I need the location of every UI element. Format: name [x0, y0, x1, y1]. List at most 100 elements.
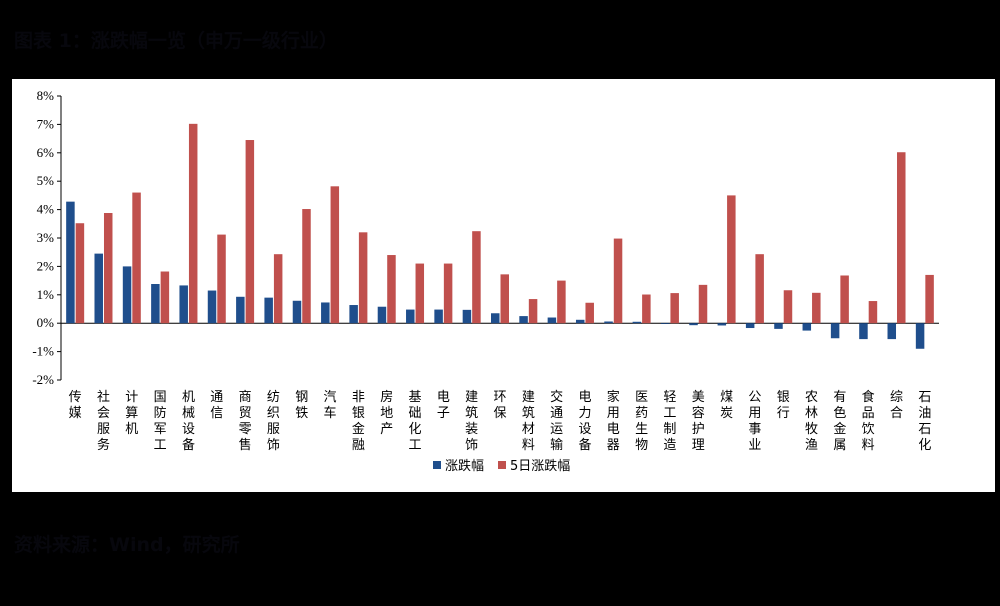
bar-daily-6	[207, 290, 217, 324]
chart-panel: 8% 7% 6% 5% 4% 3% 2% 1% 0% -1% -2% 传媒 社会服务 计算机 国防军工 机械…	[12, 79, 995, 492]
category-label-8: 纺织服饰	[267, 390, 280, 453]
bar-daily-16	[491, 313, 500, 324]
bar-daily-9	[292, 300, 302, 324]
category-label-28: 有色金属	[833, 390, 846, 453]
bar-5day-15	[472, 231, 481, 324]
y-tick-label: -2%	[32, 372, 54, 387]
bar-daily-31	[915, 323, 925, 349]
y-tick-label: 1%	[37, 287, 55, 302]
bar-daily-24	[717, 323, 727, 326]
category-label-3: 计算机	[125, 390, 138, 437]
category-label-10: 汽车	[324, 390, 337, 421]
bar-daily-30	[887, 323, 897, 340]
bar-5day-17	[528, 299, 538, 324]
bar-5day-27	[812, 292, 821, 324]
category-label-18: 交通运输	[550, 389, 563, 453]
bar-daily-11	[349, 305, 358, 324]
category-label-25: 公用事业	[748, 390, 761, 453]
bar-5day-21	[642, 294, 651, 324]
bar-5day-31	[925, 274, 934, 324]
category-label-14: 电子	[437, 390, 450, 421]
category-label-27: 农林牧渔	[805, 390, 818, 453]
figure-source: 资料来源：Wind，研究所	[14, 534, 240, 556]
category-label-21: 医药生物	[635, 390, 648, 453]
legend-label-2: 5日涨跌幅	[510, 458, 570, 474]
bar-5day-22	[670, 293, 679, 324]
category-label-16: 环保	[493, 390, 506, 421]
category-label-5: 机械设备	[182, 390, 195, 453]
category-label-11: 非银金融	[352, 390, 365, 453]
bar-5day-4	[160, 271, 170, 324]
y-tick-label: -1%	[32, 344, 54, 359]
bar-daily-21	[632, 321, 642, 324]
bar-daily-13	[406, 309, 415, 324]
category-label-22: 轻工制造	[663, 390, 676, 453]
bar-5day-23	[698, 284, 708, 324]
y-tick-label: 8%	[37, 88, 55, 103]
bar-daily-10	[321, 302, 330, 324]
chart-bars	[66, 123, 934, 349]
bar-daily-8	[264, 297, 273, 324]
figure-title: 图表 1：涨跌幅一览（申万一级行业）	[14, 30, 338, 52]
y-tick-label: 7%	[37, 116, 55, 131]
bar-daily-26	[774, 323, 783, 329]
bar-daily-20	[604, 321, 613, 324]
bar-5day-19	[585, 302, 594, 324]
bar-daily-23	[689, 323, 698, 326]
legend-swatch-1	[433, 461, 441, 469]
category-label-4: 国防军工	[154, 390, 167, 453]
category-label-26: 银行	[777, 390, 790, 421]
bar-5day-9	[302, 209, 311, 324]
bar-daily-5	[179, 285, 188, 324]
bar-5day-28	[840, 275, 849, 324]
category-label-2: 社会服务	[97, 389, 110, 453]
bar-5day-29	[868, 301, 878, 324]
bar-5day-1	[75, 223, 85, 324]
category-label-7: 商贸零售	[239, 390, 252, 453]
bar-5day-14	[443, 263, 453, 324]
legend-swatch-2	[498, 461, 506, 469]
bar-5day-25	[755, 254, 764, 324]
bar-daily-7	[236, 296, 245, 324]
bar-daily-27	[802, 323, 812, 331]
bar-daily-17	[519, 316, 528, 324]
category-label-1: 传媒	[69, 390, 82, 421]
bar-5day-24	[727, 195, 736, 324]
bar-5day-11	[358, 232, 368, 324]
bar-daily-22	[660, 323, 670, 324]
bar-daily-19	[575, 319, 585, 324]
y-tick-label: 2%	[37, 258, 55, 273]
bar-daily-3	[122, 266, 132, 324]
bar-5day-7	[245, 140, 255, 324]
bar-daily-25	[745, 323, 755, 329]
y-tick-label: 6%	[37, 145, 55, 160]
bar-5day-18	[557, 280, 566, 324]
bar-5day-16	[500, 274, 509, 324]
y-tick-label: 4%	[37, 202, 55, 217]
bar-daily-1	[66, 201, 75, 324]
bar-daily-4	[151, 284, 160, 324]
bar-daily-18	[547, 317, 557, 324]
category-label-12: 房地产	[380, 389, 393, 437]
category-label-23: 美容护理	[692, 390, 705, 453]
chart-legend: 涨跌幅 5日涨跌幅	[433, 458, 570, 474]
category-label-29: 食品饮料	[862, 389, 875, 453]
category-label-30: 综合	[890, 390, 903, 421]
bar-daily-14	[434, 309, 443, 324]
category-label-17: 建筑材料	[522, 390, 535, 453]
y-tick-label: 5%	[37, 173, 55, 188]
category-label-6: 通信	[210, 390, 223, 421]
category-label-20: 家用电器	[607, 389, 620, 453]
bar-5day-26	[783, 290, 793, 324]
bar-chart: 8% 7% 6% 5% 4% 3% 2% 1% 0% -1% -2% 传媒 社会服务 计算机 国防军工 机械…	[32, 88, 939, 474]
y-tick-label: 0%	[37, 315, 55, 330]
category-label-13: 基础化工	[409, 390, 422, 453]
category-label-19: 电力设备	[578, 390, 591, 453]
category-label-15: 建筑装饰	[465, 390, 478, 453]
bar-5day-8	[273, 254, 283, 324]
category-label-9: 钢铁	[295, 390, 308, 421]
category-label-24: 煤炭	[720, 390, 733, 421]
legend-label-1: 涨跌幅	[445, 458, 484, 474]
bar-5day-13	[415, 263, 425, 324]
